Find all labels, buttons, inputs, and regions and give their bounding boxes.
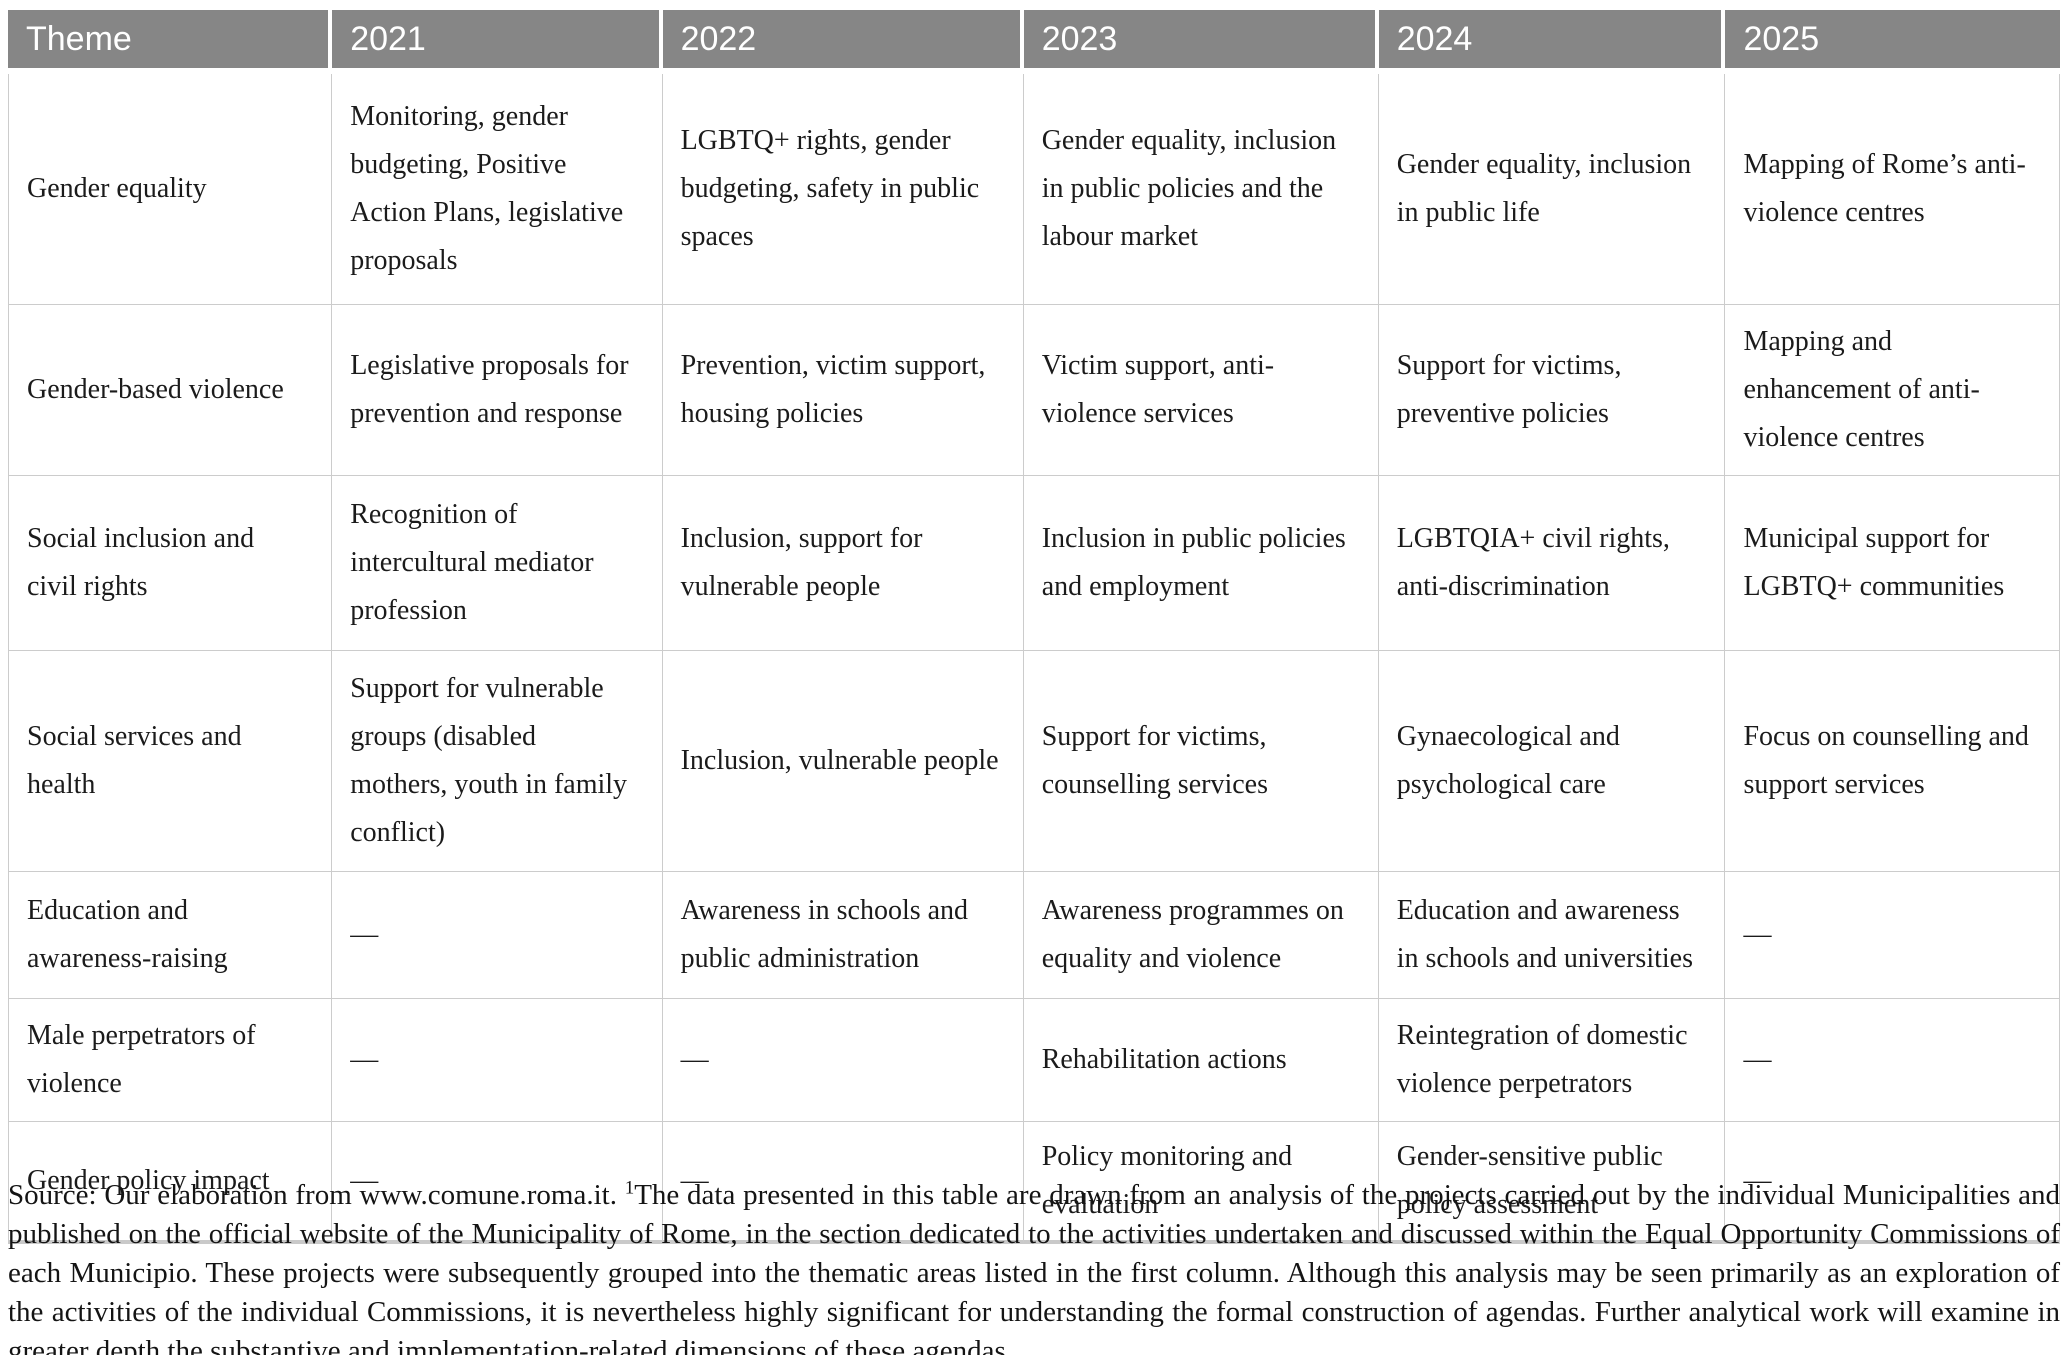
column-header-2024: 2024 <box>1378 10 1726 74</box>
table-cell: Support for victims, preventive policies <box>1378 305 1726 476</box>
theme-cell: Social services and health <box>8 651 333 872</box>
table-cell: Inclusion, vulnerable people <box>662 651 1024 872</box>
table-cell: Rehabilitation actions <box>1023 999 1379 1122</box>
theme-cell: Education and awareness-raising <box>8 872 333 999</box>
theme-cell: Gender-based violence <box>8 305 333 476</box>
table-cell: — <box>1725 999 2060 1122</box>
table-cell: Policy monitoring and evaluation <box>1023 1122 1379 1244</box>
theme-cell: Male perpetrators of violence <box>8 999 333 1122</box>
table-cell: Awareness in schools and public administ… <box>662 872 1024 999</box>
column-header-theme: Theme <box>8 10 333 74</box>
table-cell: Mapping of Rome’s anti-violence centres <box>1725 74 2060 305</box>
theme-cell: Gender policy impact <box>8 1122 333 1244</box>
table-row: Male perpetrators of violence — — Rehabi… <box>8 999 2060 1122</box>
table-cell: Gender-sensitive public policy assessmen… <box>1378 1122 1726 1244</box>
table-source-note: Source: Our elaboration from www.comune.… <box>8 1176 2060 1355</box>
table-row: Social services and health Support for v… <box>8 651 2060 872</box>
table-cell: Mapping and enhancement of anti-violence… <box>1725 305 2060 476</box>
themes-by-year-table: Theme 2021 2022 2023 2024 2025 Gender eq… <box>8 10 2060 1244</box>
table-cell: Inclusion in public policies and employm… <box>1023 476 1379 651</box>
table-row: Gender policy impact — — Policy monitori… <box>8 1122 2060 1244</box>
table-cell: LGBTQ+ rights, gender budgeting, safety … <box>662 74 1024 305</box>
source-note-prefix: Source: Our elaboration from www.comune.… <box>8 1179 625 1211</box>
table-row: Social inclusion and civil rights Recogn… <box>8 476 2060 651</box>
table-cell: — <box>332 872 663 999</box>
table-cell: — <box>332 1122 663 1244</box>
table-cell: Support for victims, counselling service… <box>1023 651 1379 872</box>
column-header-2021: 2021 <box>332 10 663 74</box>
table-cell: Awareness programmes on equality and vio… <box>1023 872 1379 999</box>
table-cell: — <box>332 999 663 1122</box>
header-row: Theme 2021 2022 2023 2024 2025 <box>8 10 2060 74</box>
source-note-body: The data presented in this table are dra… <box>8 1179 2060 1355</box>
column-header-2025: 2025 <box>1725 10 2060 74</box>
table-cell: Prevention, victim support, housing poli… <box>662 305 1024 476</box>
table-cell: Gender equality, inclusion in public pol… <box>1023 74 1379 305</box>
column-header-2023: 2023 <box>1023 10 1379 74</box>
table-row: Gender equality Monitoring, gender budge… <box>8 74 2060 305</box>
table-cell: — <box>662 999 1024 1122</box>
table-cell: Reintegration of domestic violence perpe… <box>1378 999 1726 1122</box>
table-cell: Victim support, anti-violence services <box>1023 305 1379 476</box>
table-cell: — <box>1725 1122 2060 1244</box>
table-cell: Education and awareness in schools and u… <box>1378 872 1726 999</box>
table-row: Gender-based violence Legislative propos… <box>8 305 2060 476</box>
table-cell: — <box>1725 872 2060 999</box>
table-cell: Legislative proposals for prevention and… <box>332 305 663 476</box>
footnote-marker: 1 <box>624 1177 635 1199</box>
table-cell: Monitoring, gender budgeting, Positive A… <box>332 74 663 305</box>
column-header-2022: 2022 <box>662 10 1024 74</box>
table-cell: Focus on counselling and support service… <box>1725 651 2060 872</box>
theme-cell: Gender equality <box>8 74 333 305</box>
table-cell: — <box>662 1122 1024 1244</box>
table-row: Education and awareness-raising — Awaren… <box>8 872 2060 999</box>
table-cell: Municipal support for LGBTQ+ communities <box>1725 476 2060 651</box>
table-cell: Recognition of intercultural mediator pr… <box>332 476 663 651</box>
theme-cell: Social inclusion and civil rights <box>8 476 333 651</box>
table-cell: LGBTQIA+ civil rights, anti-discriminati… <box>1378 476 1726 651</box>
table-cell: Gender equality, inclusion in public lif… <box>1378 74 1726 305</box>
table-cell: Inclusion, support for vulnerable people <box>662 476 1024 651</box>
table-cell: Gynaecological and psychological care <box>1378 651 1726 872</box>
table-cell: Support for vulnerable groups (disabled … <box>332 651 663 872</box>
